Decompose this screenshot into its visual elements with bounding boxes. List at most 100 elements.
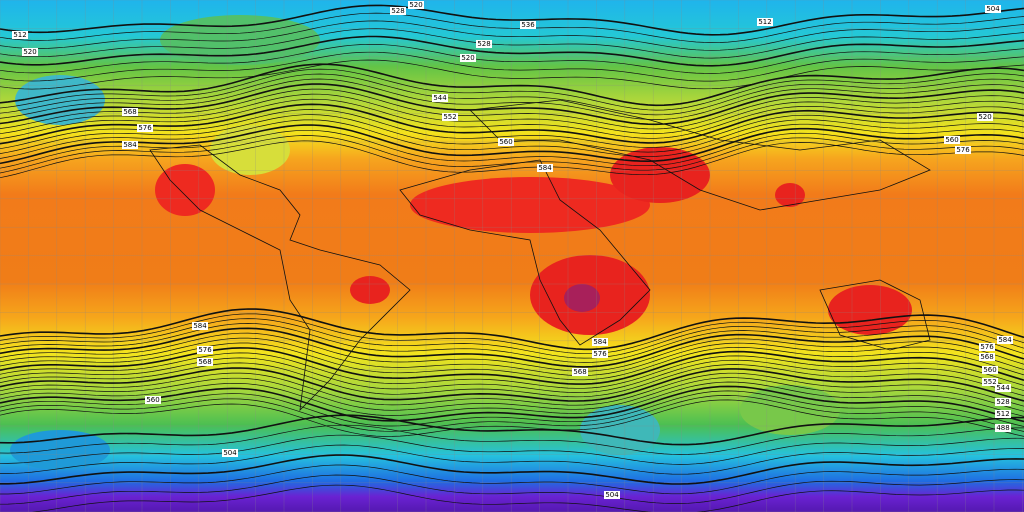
label-box: [520, 21, 536, 29]
contour-label: 584: [123, 141, 137, 149]
contour-line: [0, 124, 1024, 165]
coast-eurasia: [469, 99, 931, 211]
contour-line: [0, 385, 1024, 423]
contour-label: 560: [983, 366, 996, 374]
high-core: [564, 284, 600, 312]
label-box: [222, 449, 238, 457]
high-patch: [350, 276, 390, 304]
label-box: [122, 141, 138, 149]
contour-label: 520: [978, 113, 991, 121]
contour-label: 576: [593, 350, 607, 358]
label-box: [977, 113, 993, 121]
contour-line: [0, 93, 1024, 135]
coast-australia: [819, 279, 931, 351]
label-box: [995, 424, 1011, 432]
contour-line: [0, 395, 1024, 432]
label-box: [197, 358, 213, 366]
label-box: [537, 164, 553, 172]
contour-label: 504: [986, 5, 1000, 13]
contour-label: 504: [605, 491, 619, 499]
contour-label: 560: [499, 138, 512, 146]
contour-label: 488: [996, 424, 1009, 432]
contour-label: 552: [983, 378, 996, 386]
contour-line: [0, 352, 1024, 389]
contour-line: [0, 390, 1024, 427]
contour-line: [0, 140, 1024, 179]
contour-line: [0, 357, 1024, 393]
contour-label: 560: [146, 396, 159, 404]
label-box: [995, 398, 1011, 406]
contour-line: [0, 332, 1024, 372]
contour-label: 536: [521, 21, 535, 29]
contour-line: [0, 35, 1024, 67]
contour-line: [0, 308, 1024, 351]
contour-label: 576: [198, 346, 212, 354]
contour-line: [0, 98, 1024, 140]
contour-label: 576: [956, 146, 970, 154]
contour-line: [0, 135, 1024, 174]
contour-line: [0, 424, 1024, 455]
contour-line: [0, 399, 1024, 437]
contour-label: 528: [391, 7, 404, 15]
contour-label: 584: [538, 164, 552, 172]
contour-label: 544: [996, 384, 1010, 392]
contour-line: [0, 362, 1024, 398]
high-patch: [155, 164, 215, 216]
label-box: [12, 31, 28, 39]
label-box: [498, 138, 514, 146]
contour-label: 576: [138, 124, 152, 132]
contour-label: 544: [433, 94, 447, 102]
label-box: [22, 48, 38, 56]
label-box: [442, 113, 458, 121]
contour-line: [0, 323, 1024, 363]
contour-label: 584: [998, 336, 1012, 344]
label-box: [145, 396, 161, 404]
contour-line: [0, 464, 1024, 495]
contour-label: 552: [443, 113, 456, 121]
contour-line: [0, 337, 1024, 376]
contour-label: 520: [461, 54, 474, 62]
label-box: [982, 378, 998, 386]
label-box: [460, 54, 476, 62]
contour-label: 520: [23, 48, 36, 56]
high-patch: [775, 183, 805, 207]
label-box: [995, 384, 1011, 392]
contour-line: [0, 28, 1024, 59]
coast-americas: [149, 144, 411, 412]
contour-line: [0, 12, 1024, 43]
contour-line: [0, 444, 1024, 475]
contour-line: [0, 313, 1024, 355]
contour-line: [0, 109, 1024, 150]
contour-label: 584: [193, 322, 207, 330]
contour-label: 576: [980, 343, 994, 351]
label-box: [122, 108, 138, 116]
label-box: [390, 7, 406, 15]
label-box: [572, 368, 588, 376]
contour-label: 528: [996, 398, 1009, 406]
contours: [0, 4, 1024, 512]
low-patch: [15, 75, 105, 125]
label-box: [757, 18, 773, 26]
contour-line: [0, 381, 1024, 417]
label-box: [985, 5, 1001, 13]
contour-line: [0, 68, 1024, 111]
label-box: [408, 1, 424, 9]
contour-line: [0, 327, 1024, 368]
label-box: [192, 322, 208, 330]
contour-label: 520: [409, 1, 422, 9]
contour-line: [0, 4, 1024, 36]
contour-label: 584: [593, 338, 607, 346]
contour-line: [0, 103, 1024, 145]
label-box: [604, 491, 620, 499]
contour-label: 568: [573, 368, 586, 376]
contour-line: [31, 484, 1024, 512]
label-box: [137, 124, 153, 132]
contour-label: 528: [477, 40, 490, 48]
low-patch: [160, 15, 320, 65]
contour-line: [0, 342, 1024, 381]
contour-line: [0, 88, 1024, 130]
contour-line: [0, 59, 1024, 90]
contour-line: [0, 78, 1024, 120]
